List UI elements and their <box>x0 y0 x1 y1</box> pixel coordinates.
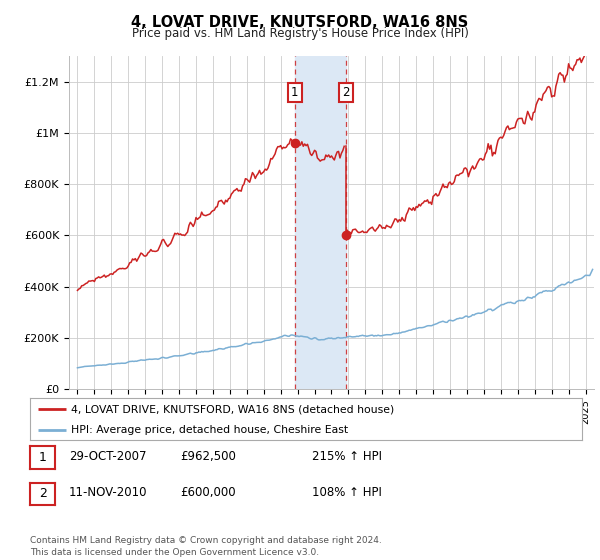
Text: £600,000: £600,000 <box>180 486 236 500</box>
Text: 215% ↑ HPI: 215% ↑ HPI <box>312 450 382 463</box>
Text: Price paid vs. HM Land Registry's House Price Index (HPI): Price paid vs. HM Land Registry's House … <box>131 27 469 40</box>
Text: 29-OCT-2007: 29-OCT-2007 <box>69 450 146 463</box>
Text: 4, LOVAT DRIVE, KNUTSFORD, WA16 8NS (detached house): 4, LOVAT DRIVE, KNUTSFORD, WA16 8NS (det… <box>71 404 395 414</box>
Text: £962,500: £962,500 <box>180 450 236 463</box>
Text: 1: 1 <box>38 451 47 464</box>
Text: 4, LOVAT DRIVE, KNUTSFORD, WA16 8NS: 4, LOVAT DRIVE, KNUTSFORD, WA16 8NS <box>131 15 469 30</box>
Text: 108% ↑ HPI: 108% ↑ HPI <box>312 486 382 500</box>
Text: 2: 2 <box>343 86 350 99</box>
Text: HPI: Average price, detached house, Cheshire East: HPI: Average price, detached house, Ches… <box>71 426 349 435</box>
Text: 2: 2 <box>38 487 47 501</box>
Text: Contains HM Land Registry data © Crown copyright and database right 2024.
This d: Contains HM Land Registry data © Crown c… <box>30 536 382 557</box>
Text: 11-NOV-2010: 11-NOV-2010 <box>69 486 148 500</box>
Text: 1: 1 <box>291 86 298 99</box>
Bar <box>295 56 346 389</box>
